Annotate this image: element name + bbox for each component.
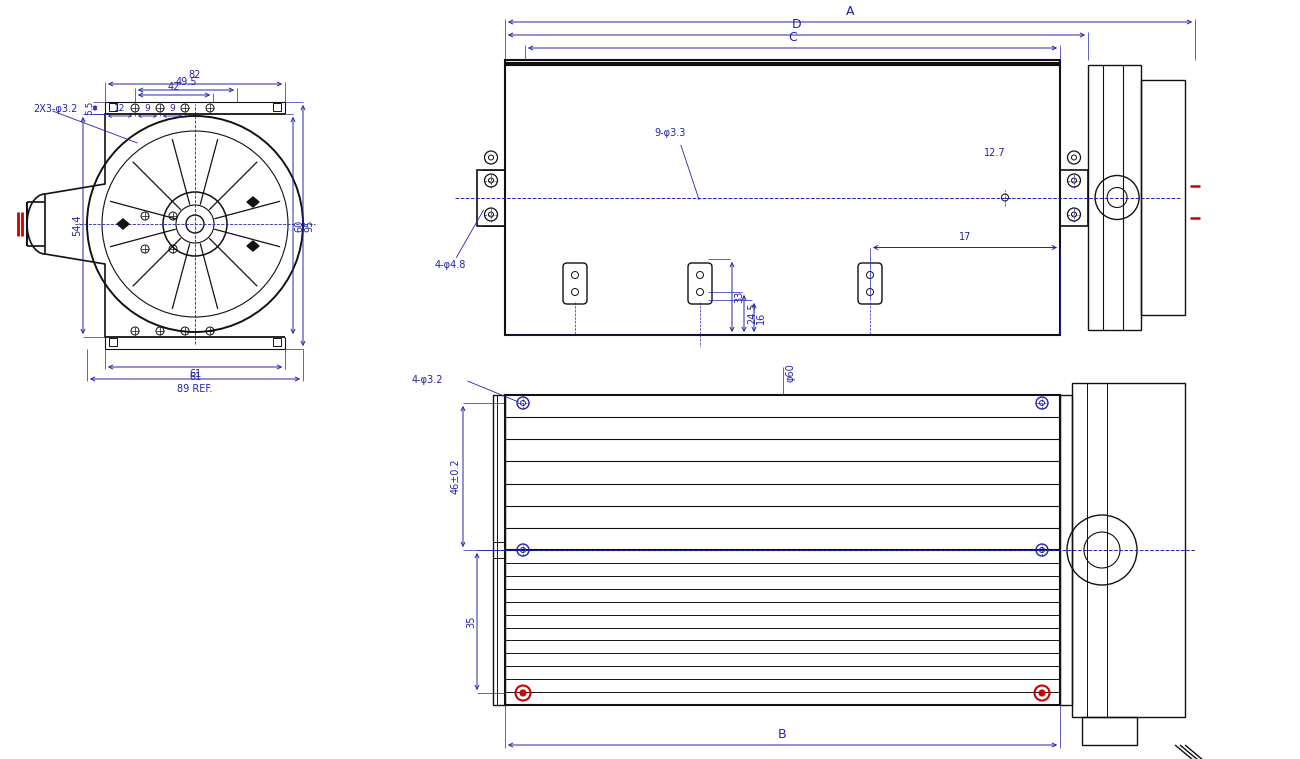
Text: 17: 17 [959, 232, 971, 242]
Polygon shape [247, 241, 259, 251]
Text: 9: 9 [169, 104, 176, 113]
Text: 61: 61 [188, 369, 202, 379]
Text: 46±0.2: 46±0.2 [451, 458, 462, 494]
Bar [1072, 383, 1186, 717]
Bar [1088, 65, 1141, 330]
Bar [273, 103, 281, 111]
Text: 60: 60 [294, 219, 304, 231]
Bar [477, 169, 504, 225]
Polygon shape [247, 197, 259, 207]
Text: 2X3-φ3.2: 2X3-φ3.2 [32, 104, 78, 114]
Bar [273, 338, 281, 346]
Text: 4-φ4.8: 4-φ4.8 [436, 260, 467, 270]
Text: 9-φ3.3: 9-φ3.3 [654, 128, 685, 137]
Text: 16: 16 [757, 311, 766, 323]
Bar [1060, 169, 1088, 225]
Text: 54.4: 54.4 [72, 215, 82, 236]
Text: 49.5: 49.5 [176, 77, 196, 87]
Text: 82: 82 [188, 70, 202, 80]
Bar [1141, 80, 1186, 315]
Bar [493, 395, 504, 705]
Bar [504, 395, 1060, 705]
Text: 12.7: 12.7 [984, 147, 1006, 158]
Text: 5.5: 5.5 [86, 101, 95, 115]
Bar [109, 103, 117, 111]
Text: A: A [846, 5, 854, 18]
Text: 61: 61 [188, 372, 202, 382]
Bar [1060, 395, 1072, 705]
Text: φ60: φ60 [785, 364, 796, 383]
Text: 95: 95 [304, 219, 315, 231]
Text: 35: 35 [465, 616, 476, 628]
Text: 4-φ3.2: 4-φ3.2 [412, 375, 443, 385]
Bar [504, 60, 1060, 335]
Text: 24.5: 24.5 [747, 303, 757, 324]
Text: 33: 33 [734, 291, 744, 303]
Text: 9: 9 [144, 104, 151, 113]
Circle shape [1039, 690, 1045, 696]
Text: 42: 42 [168, 82, 181, 92]
Text: 12: 12 [114, 104, 126, 113]
Text: 89 REF.: 89 REF. [177, 384, 213, 394]
Polygon shape [117, 219, 129, 229]
Text: C: C [788, 31, 797, 44]
Circle shape [520, 690, 526, 696]
Text: D: D [792, 18, 801, 31]
Bar [1082, 717, 1138, 745]
Bar [109, 338, 117, 346]
Text: B: B [779, 728, 786, 741]
